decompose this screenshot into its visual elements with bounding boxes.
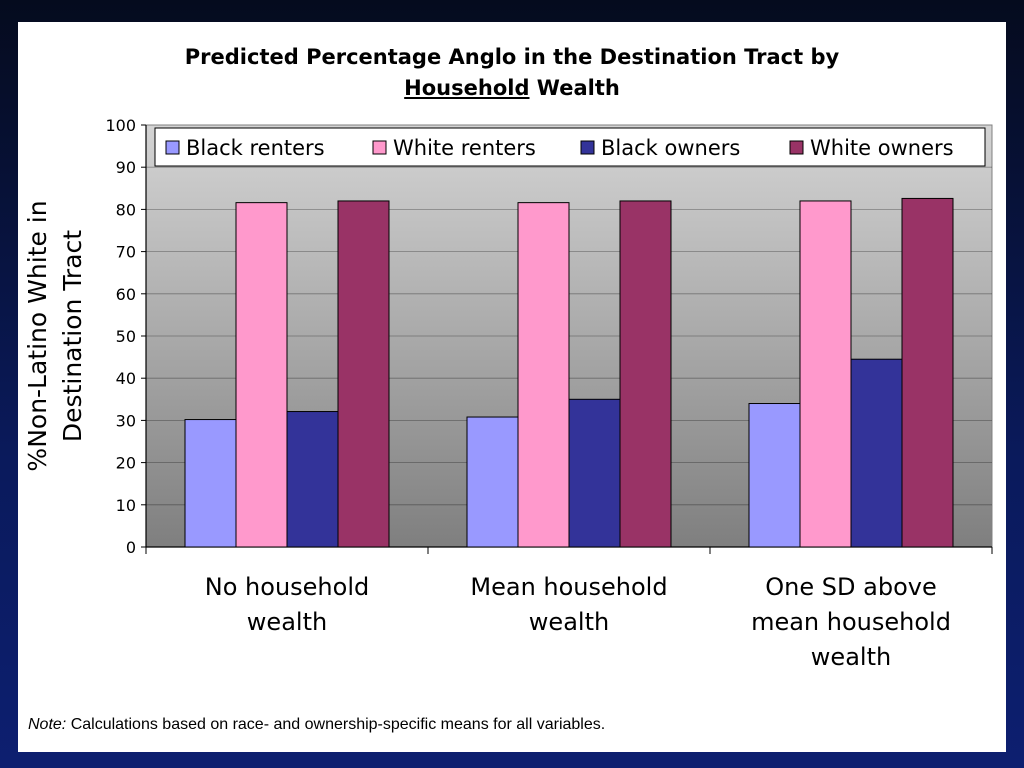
y-tick-label: 10: [116, 496, 136, 515]
bar-black-renters: [748, 403, 801, 548]
bar-white-owners: [901, 197, 954, 548]
bar-white-owners: [337, 200, 390, 548]
footnote: Note: Calculations based on race- and ow…: [28, 716, 605, 734]
y-axis-label: Destination Tract: [58, 230, 87, 442]
legend-label: White owners: [810, 136, 954, 160]
x-category-label: No household: [205, 573, 369, 601]
x-category-label: mean household: [751, 608, 951, 636]
chart-title-underlined-word: Household: [404, 76, 530, 100]
x-category-label: wealth: [529, 608, 609, 636]
bar-white-renters: [799, 200, 852, 548]
bar-white-renters: [517, 202, 570, 548]
legend: [154, 127, 986, 167]
bar-white-owners: [619, 200, 672, 548]
bar-black-owners: [286, 411, 339, 548]
x-category-label: wealth: [247, 608, 327, 636]
y-tick-label: 80: [116, 200, 136, 219]
y-tick-label: 30: [116, 411, 136, 430]
y-tick-label: 0: [126, 538, 136, 557]
legend-label: Black owners: [601, 136, 740, 160]
bar-black-owners: [850, 358, 903, 548]
y-tick-label: 40: [116, 369, 136, 388]
bar-black-renters: [184, 419, 237, 548]
y-tick-label: 70: [116, 243, 136, 262]
x-category-label: wealth: [811, 643, 891, 671]
footnote-text: Calculations based on race- and ownershi…: [66, 716, 606, 733]
footnote-label: Note:: [28, 716, 67, 733]
bar-white-renters: [235, 202, 288, 548]
legend-label: White renters: [393, 136, 536, 160]
y-tick-label: 100: [105, 116, 136, 135]
chart-title: Predicted Percentage Anglo in the Destin…: [18, 42, 1006, 104]
bar-black-owners: [568, 398, 621, 548]
legend-swatch: [372, 140, 387, 155]
y-axis-label: %Non-Latino White in: [23, 200, 52, 471]
legend-label: Black renters: [186, 136, 325, 160]
chart-title-line2: Household Wealth: [18, 73, 1006, 104]
bar-chart: 0 10 20 30 40 50 60 70 80 90 100 No household wealth…: [23, 116, 993, 671]
chart-title-line1: Predicted Percentage Anglo in the Destin…: [184, 45, 840, 69]
legend-swatch: [580, 140, 595, 155]
y-tick-label: 20: [116, 454, 136, 473]
x-category-label: Mean household: [470, 573, 667, 601]
bar-black-renters: [466, 416, 519, 548]
y-tick-label: 60: [116, 285, 136, 304]
slide: Predicted Percentage Anglo in the Destin…: [18, 22, 1006, 752]
x-category-label: One SD above: [765, 573, 936, 601]
y-tick-label: 90: [116, 158, 136, 177]
legend-swatch: [165, 140, 180, 155]
legend-swatch: [789, 140, 804, 155]
chart-title-rest: Wealth: [529, 76, 620, 100]
y-tick-label: 50: [116, 327, 136, 346]
